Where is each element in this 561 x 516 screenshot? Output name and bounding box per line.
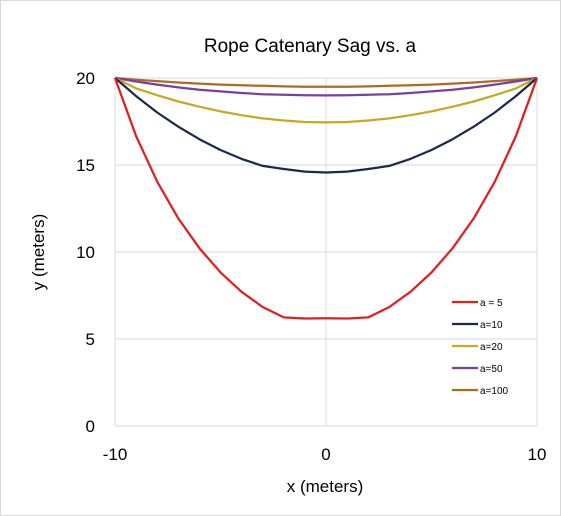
grid xyxy=(114,77,538,427)
legend-label: a=50 xyxy=(480,364,503,375)
series-line xyxy=(114,76,538,97)
legend-label: a=10 xyxy=(480,320,503,331)
y-axis-label: y (meters) xyxy=(29,214,48,291)
legend-entry: a = 5 xyxy=(452,298,503,309)
legend-entry: a=100 xyxy=(452,386,509,397)
legend-entry: a=20 xyxy=(452,342,503,353)
x-tick-label: -10 xyxy=(103,445,128,464)
legend-label: a=100 xyxy=(480,386,509,397)
series-line xyxy=(113,77,539,320)
legend-label: a=20 xyxy=(480,342,503,353)
x-tick-label: 10 xyxy=(528,445,547,464)
y-tick-label: 5 xyxy=(86,330,95,349)
legend-entry: a=50 xyxy=(452,364,503,375)
series-lines xyxy=(113,76,539,320)
y-tick-label: 20 xyxy=(76,69,95,88)
y-tick-label: 0 xyxy=(86,417,95,436)
legend-label: a = 5 xyxy=(480,298,503,309)
y-tick-label: 10 xyxy=(76,243,95,262)
legend: a = 5 a=10 a=20 a=50 a=100 xyxy=(452,298,509,397)
series-line xyxy=(114,76,538,88)
y-tick-labels: 0 5 10 15 20 xyxy=(76,69,95,436)
chart-title: Rope Catenary Sag vs. a xyxy=(204,36,417,57)
x-tick-label: 0 xyxy=(321,445,330,464)
legend-entry: a=10 xyxy=(452,320,503,331)
x-axis-label: x (meters) xyxy=(287,477,364,496)
series-line xyxy=(114,77,538,174)
series-line xyxy=(114,76,538,124)
x-tick-labels: -10 0 10 xyxy=(103,445,547,464)
y-tick-label: 15 xyxy=(76,156,95,175)
